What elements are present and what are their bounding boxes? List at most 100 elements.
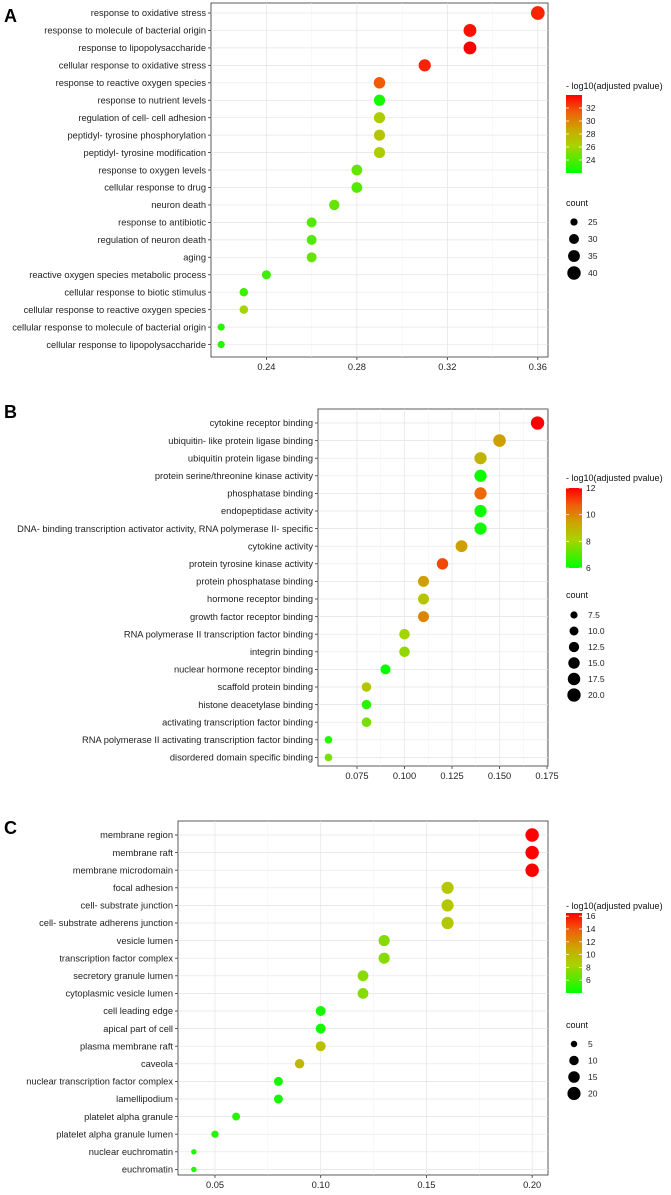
y-tick-label: response to reactive oxygen species [56, 78, 207, 88]
y-tick-label: cell leading edge [103, 1006, 173, 1016]
y-tick-label: protein phosphatase binding [196, 577, 313, 587]
size-legend-dot [570, 611, 578, 619]
size-legend-dot [570, 1040, 578, 1048]
size-legend-label: 35 [588, 251, 598, 261]
data-point [441, 916, 454, 930]
panel-label: B [4, 402, 17, 422]
y-tick-label: platelet alpha granule [84, 1112, 173, 1122]
data-point [239, 287, 249, 297]
colorbar-tick-label: 16 [586, 911, 596, 921]
colorbar [566, 913, 582, 993]
data-point [315, 1041, 326, 1052]
x-tick-label: 0.15 [417, 1180, 435, 1190]
size-legend-dot [568, 250, 580, 262]
y-tick-label: neuron death [151, 200, 206, 210]
data-point [232, 1112, 241, 1121]
y-tick-label: apical part of cell [103, 1024, 173, 1034]
data-point [315, 1023, 326, 1034]
size-legend-label: 5 [588, 1039, 593, 1049]
x-tick-label: 0.32 [438, 362, 456, 372]
y-tick-label: membrane raft [113, 848, 174, 858]
x-tick-label: 0.100 [393, 771, 416, 781]
y-tick-label: cytokine activity [248, 541, 313, 551]
size-legend-label: 20.0 [588, 690, 605, 700]
data-point [378, 935, 390, 947]
colorbar-tick-label: 12 [586, 937, 596, 947]
data-point [463, 24, 477, 37]
size-legend-title: count [566, 1020, 589, 1030]
y-tick-label: reactive oxygen species metabolic proces… [29, 270, 206, 280]
y-tick-label: histone deacetylase binding [198, 700, 313, 710]
y-tick-label: membrane microdomain [73, 865, 173, 875]
y-tick-label: caveola [141, 1059, 174, 1069]
data-point [217, 323, 225, 331]
data-point [315, 1006, 326, 1016]
y-tick-label: hormone receptor binding [207, 594, 313, 604]
size-legend-label: 30 [588, 234, 598, 244]
colorbar-tick-label: 8 [586, 962, 591, 972]
color-legend-title: - log10(adjusted pvalue) [566, 473, 663, 483]
data-point [211, 1130, 219, 1138]
y-tick-label: RNA polymerase II activating transcripti… [82, 735, 313, 745]
x-tick-label: 0.24 [257, 362, 275, 372]
size-legend-title: count [566, 590, 589, 600]
size-legend-dot [568, 657, 580, 669]
colorbar-tick-label: 24 [586, 155, 596, 165]
data-point [373, 147, 386, 159]
y-tick-label: ubiquitin- like protein ligase binding [168, 436, 313, 446]
data-point [474, 504, 487, 518]
colorbar-tick-label: 14 [586, 924, 596, 934]
y-tick-label: cellular response to drug [104, 183, 206, 193]
y-tick-label: regulation of neuron death [97, 235, 206, 245]
panel-label: C [4, 818, 17, 838]
data-point [399, 628, 410, 640]
y-tick-label: secretory granule lumen [73, 971, 173, 981]
y-tick-label: integrin binding [250, 647, 313, 657]
y-tick-label: focal adhesion [113, 883, 173, 893]
size-legend-dot [568, 641, 580, 653]
colorbar-tick-label: 26 [586, 142, 596, 152]
data-point [436, 558, 449, 570]
y-tick-label: response to oxidative stress [91, 8, 207, 18]
data-point [417, 575, 429, 587]
data-point [351, 182, 363, 193]
data-point [463, 41, 477, 55]
y-tick-label: cellular response to reactive oxygen spe… [24, 305, 207, 315]
x-tick-label: 0.10 [312, 1180, 330, 1190]
data-point [357, 970, 369, 982]
data-point [217, 340, 225, 349]
colorbar-tick-label: 28 [586, 129, 596, 139]
plot-area [317, 408, 549, 767]
color-legend-title: - log10(adjusted pvalue) [566, 81, 663, 91]
data-point [455, 540, 468, 553]
x-tick-label: 0.05 [206, 1180, 224, 1190]
data-point [530, 6, 545, 20]
size-legend-dot [568, 1071, 580, 1083]
y-tick-label: response to lipopolysaccharide [78, 43, 206, 53]
size-legend-label: 20 [588, 1089, 598, 1099]
data-point [441, 881, 454, 894]
y-tick-label: RNA polymerase II transcription factor b… [124, 629, 313, 639]
size-legend-label: 10.0 [588, 626, 605, 636]
x-tick-label: 0.075 [345, 771, 368, 781]
y-tick-label: response to antibiotic [118, 218, 206, 228]
y-tick-label: cytoplasmic vesicle lumen [66, 989, 173, 999]
data-point [273, 1094, 283, 1104]
y-tick-label: response to molecule of bacterial origin [44, 26, 206, 36]
y-tick-label: aging [183, 253, 206, 263]
data-point [530, 416, 545, 430]
y-tick-label: peptidyl- tyrosine phosphorylation [67, 130, 206, 140]
colorbar-tick-label: 32 [586, 103, 596, 113]
x-tick-label: 0.36 [529, 362, 547, 372]
size-legend-label: 25 [588, 217, 598, 227]
colorbar-tick-label: 12 [586, 483, 596, 493]
data-point [378, 952, 390, 964]
data-point [373, 94, 386, 106]
y-tick-label: nuclear hormone receptor binding [174, 665, 313, 675]
colorbar-tick-label: 30 [586, 116, 596, 126]
x-tick-label: 0.28 [348, 362, 366, 372]
y-tick-label: cellular response to lipopolysaccharide [46, 340, 206, 350]
y-tick-label: cellular response to biotic stimulus [64, 287, 206, 297]
